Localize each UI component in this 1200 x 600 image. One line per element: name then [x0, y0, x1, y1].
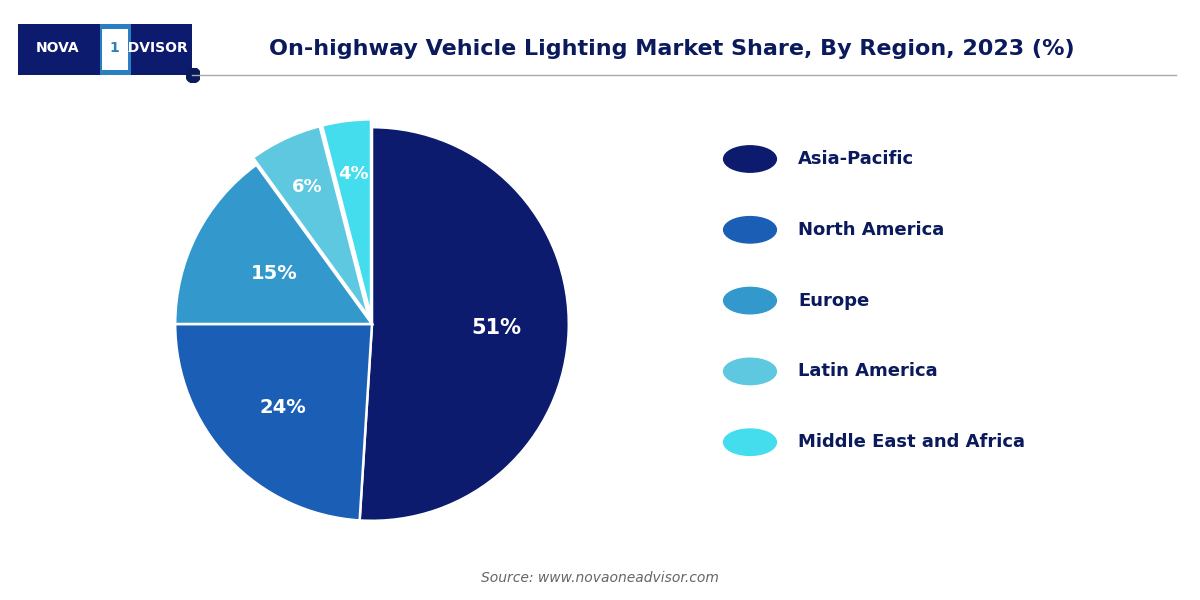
FancyBboxPatch shape — [102, 29, 128, 70]
Text: Latin America: Latin America — [798, 362, 937, 380]
Text: 51%: 51% — [470, 318, 521, 338]
Text: Source: www.novaoneadvisor.com: Source: www.novaoneadvisor.com — [481, 571, 719, 585]
Wedge shape — [175, 324, 372, 520]
Wedge shape — [175, 165, 372, 324]
Wedge shape — [322, 119, 371, 316]
Text: 15%: 15% — [251, 265, 298, 283]
Text: Asia-Pacific: Asia-Pacific — [798, 150, 914, 168]
Text: 6%: 6% — [292, 178, 323, 196]
FancyBboxPatch shape — [100, 24, 131, 75]
Text: Middle East and Africa: Middle East and Africa — [798, 433, 1025, 451]
Circle shape — [186, 68, 200, 83]
FancyBboxPatch shape — [18, 24, 192, 75]
Wedge shape — [360, 127, 569, 521]
Text: Europe: Europe — [798, 292, 869, 310]
Text: 1: 1 — [109, 41, 120, 55]
Text: On-highway Vehicle Lighting Market Share, By Region, 2023 (%): On-highway Vehicle Lighting Market Share… — [269, 39, 1075, 59]
Text: North America: North America — [798, 221, 944, 239]
Text: 24%: 24% — [259, 398, 306, 417]
Wedge shape — [253, 126, 368, 317]
Text: NOVA: NOVA — [36, 41, 80, 55]
Text: ADVISOR: ADVISOR — [119, 41, 190, 55]
Text: 4%: 4% — [337, 164, 368, 182]
